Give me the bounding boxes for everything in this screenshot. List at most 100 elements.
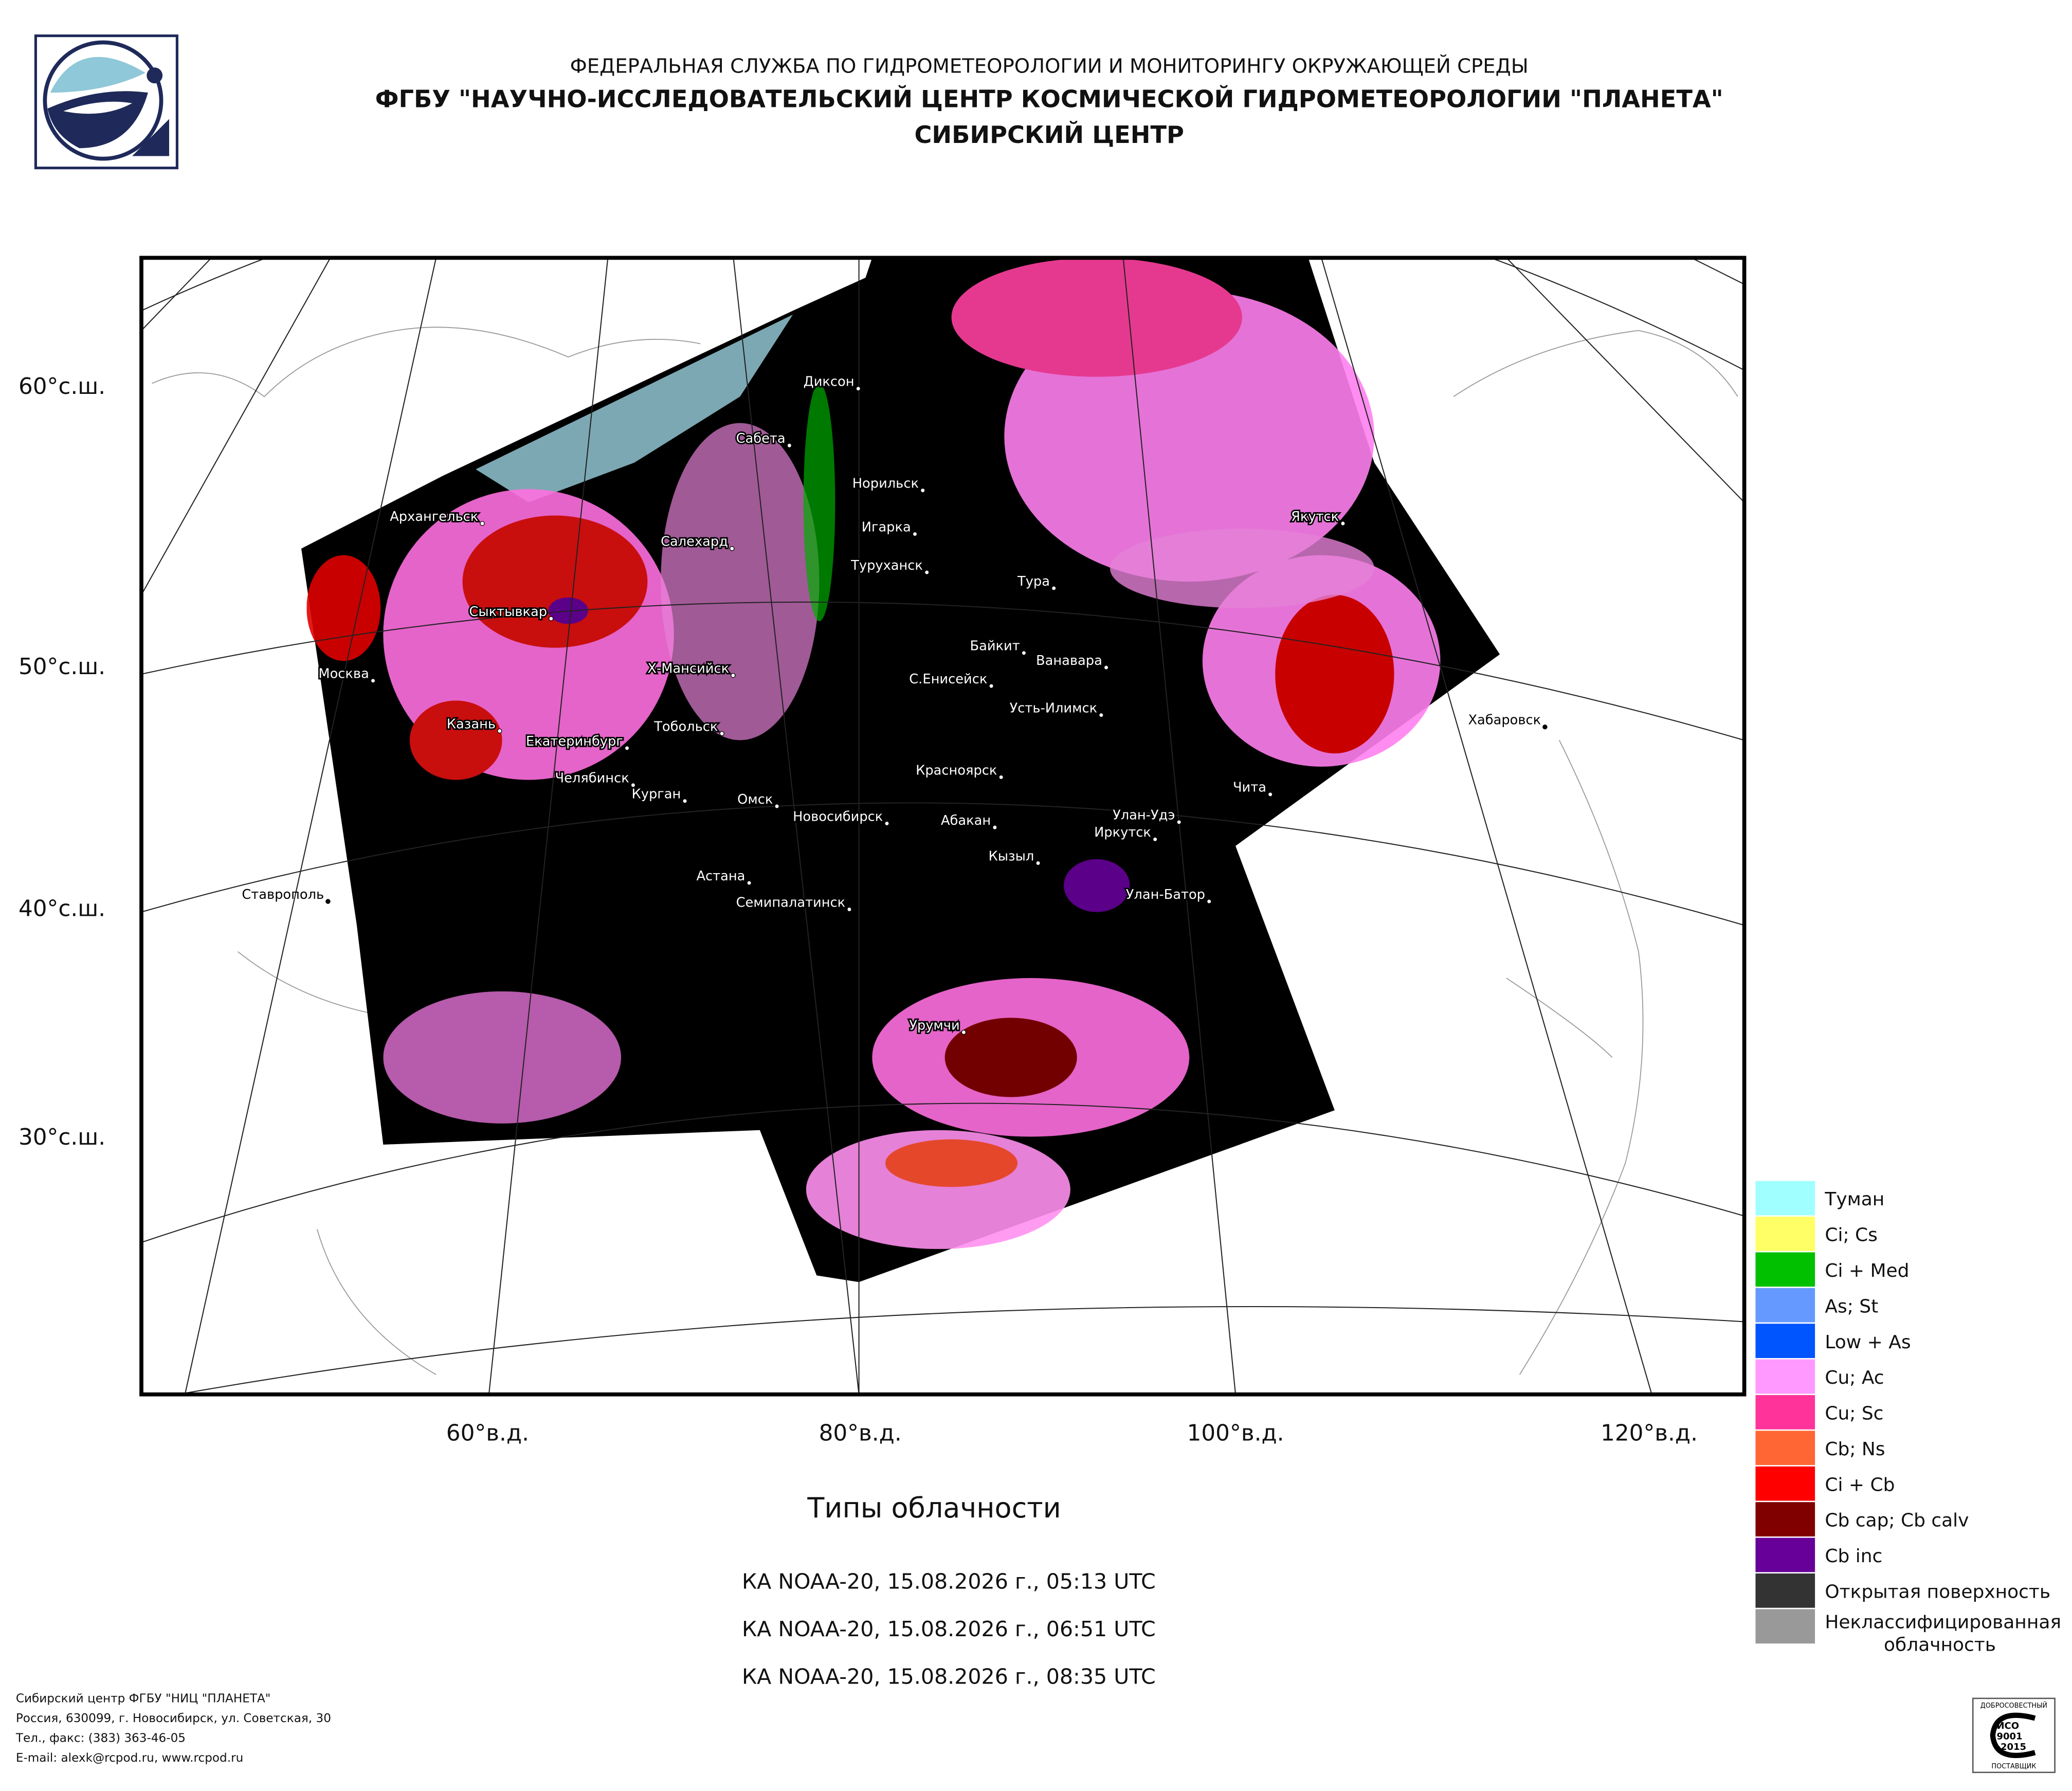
city-label: Усть-Илимск (1010, 701, 1098, 716)
header-line: СИБИРСКИЙ ЦЕНТР (914, 121, 1184, 149)
city-label: Игарка (862, 519, 911, 535)
legend-swatch (1754, 1180, 1816, 1217)
legend-label: облачность (1884, 1634, 1996, 1655)
city-dot (1176, 820, 1182, 825)
city-dot (1206, 899, 1212, 904)
legend-swatch (1754, 1429, 1816, 1467)
lon-label: 60°в.д. (446, 1420, 529, 1446)
legend-swatch (1754, 1536, 1816, 1573)
badge-text: -2015 (1997, 1742, 2027, 1752)
city-label: Ставрополь (242, 887, 324, 902)
city-label: Архангельск (390, 509, 478, 524)
legend-label: Ci + Cb (1825, 1474, 1895, 1495)
city-label: Улан-Батор (1126, 887, 1205, 902)
footer-line: Сибирский центр ФГБУ "НИЦ "ПЛАНЕТА" (16, 1692, 271, 1706)
badge-text: ДОБРОСОВЕСТНЫЙ (1980, 1702, 2047, 1710)
city-label: Якутск (1291, 509, 1339, 524)
legend-swatch (1754, 1287, 1816, 1324)
legend-swatch (1754, 1465, 1816, 1503)
city-dot (682, 798, 687, 804)
city-label: Челябинск (555, 771, 629, 786)
pass-line: КА NOAA-20, 15.08.2026 г., 08:35 UTC (742, 1665, 1156, 1689)
city-dot (774, 804, 779, 809)
city-label: Туруханск (850, 558, 923, 573)
legend-swatch (1754, 1500, 1816, 1538)
city-label: Х-Мансийск (647, 661, 729, 676)
city-dot (989, 683, 994, 689)
legend-label: Туман (1824, 1189, 1884, 1210)
legend-swatch (1754, 1607, 1816, 1645)
badge-text: 9001 (1997, 1731, 2023, 1742)
footer: Сибирский центр ФГБУ "НИЦ "ПЛАНЕТА" Росси… (15, 1692, 331, 1765)
lat-label: 30°с.ш. (19, 1124, 105, 1150)
city-label: Тура (1017, 574, 1050, 589)
city-dot (1267, 792, 1273, 797)
header-line: ФЕДЕРАЛЬНАЯ СЛУЖБА ПО ГИДРОМЕТЕОРОЛОГИИ … (570, 54, 1529, 78)
city-dot (1152, 837, 1158, 842)
city-dot (325, 899, 331, 904)
legend-label: As; St (1825, 1296, 1878, 1317)
city-label: Сыктывкар (469, 604, 547, 620)
city-dot (719, 731, 724, 736)
legend-swatch (1754, 1358, 1816, 1396)
city-dot (1099, 712, 1104, 718)
city-dot (1051, 586, 1057, 591)
city-dot (729, 546, 735, 551)
logo (34, 34, 178, 170)
map-title: Типы облачности (807, 1492, 1061, 1524)
lat-label: 50°с.ш. (19, 654, 105, 680)
map (139, 256, 1747, 1397)
city-label: Курган (632, 787, 681, 802)
city-dot (912, 531, 918, 537)
pass-line: КА NOAA-20, 15.08.2026 г., 06:51 UTC (742, 1617, 1156, 1641)
city-dot (624, 746, 630, 751)
iso-badge: ДОБРОСОВЕСТНЫЙ ИСО 9001 -2015 ПОСТАВЩИК (1972, 1697, 2056, 1774)
legend-label: Ci; Cs (1825, 1225, 1878, 1246)
city-label: Салехард (661, 534, 728, 550)
lon-label: 100°в.д. (1187, 1420, 1284, 1446)
city-label: С.Енисейск (909, 672, 987, 687)
badge-text: ИСО (1997, 1721, 2020, 1731)
city-dot (924, 570, 930, 575)
city-label: Тобольск (653, 719, 718, 735)
city-label: Москва (318, 666, 369, 682)
city-label: Новосибирск (793, 809, 883, 824)
city-dot (370, 678, 376, 683)
city-label: Ванавара (1036, 653, 1102, 668)
lat-label: 60°с.ш. (19, 373, 105, 400)
city-dot (731, 673, 736, 678)
city-label: Иркутск (1094, 825, 1151, 840)
city-dot (961, 1029, 967, 1035)
legend-swatch (1754, 1251, 1816, 1288)
city-dot (856, 386, 861, 391)
passes: КА NOAA-20, 15.08.2026 г., 05:13 UTC КА N… (742, 1569, 1156, 1689)
city-dot (480, 521, 485, 526)
city-dot (549, 616, 554, 621)
footer-line: Россия, 630099, г. Новосибирск, ул. Сове… (16, 1712, 331, 1725)
legend-label: Открытая поверхность (1825, 1582, 2050, 1603)
city-dot (847, 907, 852, 912)
header-line: ФГБУ "НАУЧНО-ИССЛЕДОВАТЕЛЬСКИЙ ЦЕНТР КОС… (375, 85, 1723, 113)
city-label: Екатеринбург (526, 734, 623, 749)
footer-line: E-mail: alexk@rcpod.ru, www.rcpod.ru (16, 1751, 243, 1765)
legend-label: Cb inc (1825, 1546, 1882, 1567)
legend-label: Cu; Ac (1825, 1367, 1884, 1388)
legend-label: Неклассифицированная (1825, 1612, 2061, 1633)
legend-label: Cb cap; Cb calv (1825, 1510, 1969, 1531)
city-label: Урумчи (909, 1018, 959, 1033)
city-dot (747, 880, 752, 885)
lon-label: 120°в.д. (1601, 1420, 1698, 1446)
legend-swatch (1754, 1394, 1816, 1431)
city-dot (998, 774, 1004, 780)
city-label: Сабета (736, 431, 786, 446)
pass-line: КА NOAA-20, 15.08.2026 г., 05:13 UTC (742, 1569, 1156, 1594)
city-label: Абакан (941, 813, 991, 828)
city-dot (920, 487, 925, 493)
city-dot (1103, 665, 1109, 670)
city-label: Казань (447, 716, 496, 732)
legend-label: Ci + Med (1825, 1260, 1909, 1281)
city-dot (630, 783, 636, 788)
city-label: Чита (1233, 780, 1266, 795)
